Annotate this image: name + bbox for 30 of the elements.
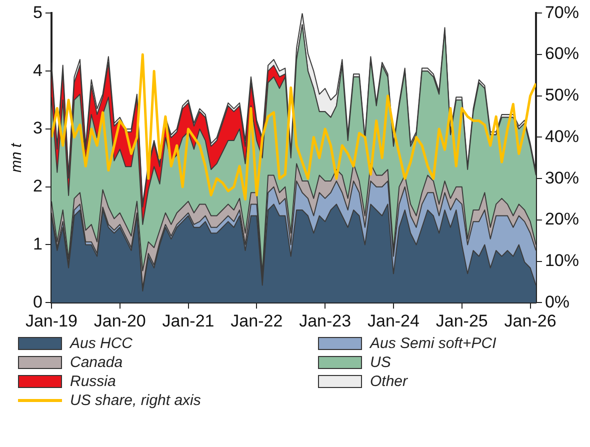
y2-tick-label: 30% [544, 168, 580, 188]
x-tick-label: Jan-22 [230, 311, 283, 330]
legend-label: Other [370, 373, 408, 390]
y-axis-title: mn t [8, 142, 26, 172]
y2-tick-label: 10% [544, 250, 580, 270]
x-tick-label: Jan-26 [504, 311, 556, 330]
legend-label: US share, right axis [70, 392, 201, 409]
y-tick-label: 2 [32, 176, 42, 196]
y2-tick-label: 0% [544, 292, 570, 312]
legend-label: Aus HCC [70, 335, 133, 352]
legend-label: Aus Semi soft+PCI [370, 335, 496, 352]
x-tick-label: Jan-19 [25, 311, 78, 330]
legend-label: US [370, 354, 391, 371]
y2-tick-label: 60% [544, 44, 580, 64]
y-tick-label: 0 [32, 292, 42, 312]
y2-tick-label: 70% [544, 2, 580, 22]
x-tick-label: Jan-20 [94, 311, 146, 330]
x-tick-label: Jan-21 [162, 311, 214, 330]
y-tick-label: 3 [32, 118, 42, 138]
x-tick-label: Jan-23 [299, 311, 352, 330]
x-tick-label: Jan-25 [436, 311, 488, 330]
y-tick-label: 5 [32, 2, 42, 22]
y-tick-label: 1 [32, 234, 42, 254]
y2-tick-label: 50% [544, 86, 580, 105]
legend-label: Russia [70, 373, 116, 390]
x-tick-label: Jan-24 [367, 311, 420, 330]
legend-label: Canada [70, 354, 123, 371]
y2-tick-label: 40% [544, 126, 580, 146]
y-tick-label: 4 [32, 60, 42, 80]
y2-tick-label: 20% [544, 210, 580, 229]
